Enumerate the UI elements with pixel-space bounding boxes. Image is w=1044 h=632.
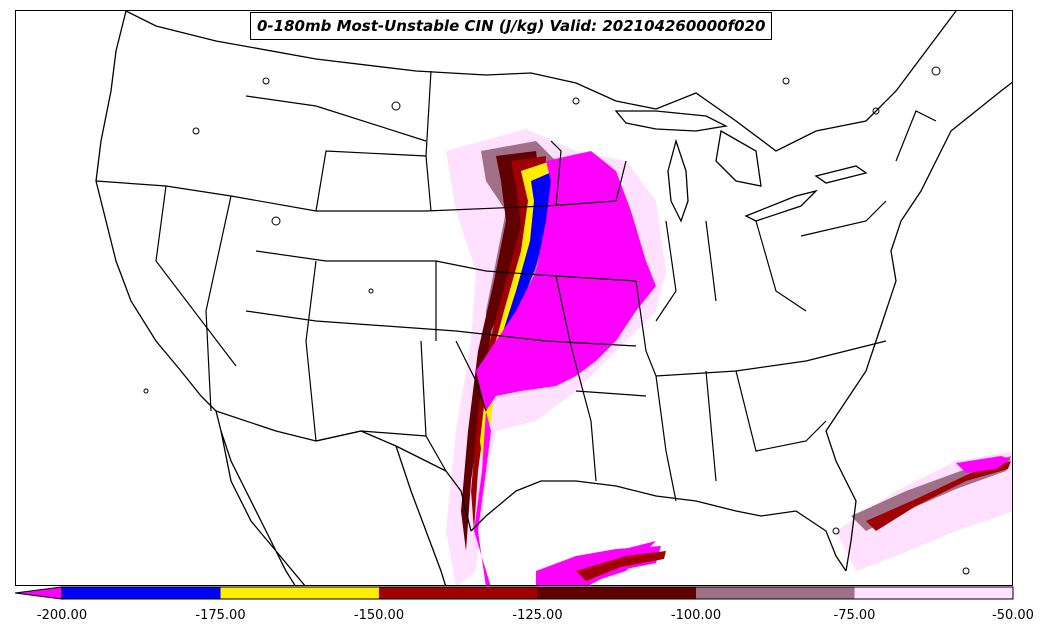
colorbar-extend-arrow [15, 586, 63, 600]
boundary-layer [95, 11, 1012, 585]
lake-superior [614, 110, 729, 132]
colorbar-tick-label: -150.00 [353, 608, 405, 623]
colorbar-segment [379, 587, 538, 599]
lake-michigan [667, 138, 689, 223]
cin-gulf-band [576, 551, 666, 581]
cin-field-layer [446, 129, 1012, 585]
colorbar-tick-label: -75.00 [833, 608, 876, 623]
lake-erie [744, 189, 819, 222]
map-panel [15, 10, 1013, 586]
colorbar-segment [220, 587, 379, 599]
us-canada-border [125, 11, 957, 152]
lake-huron [715, 129, 762, 187]
cin-core-strong [474, 151, 656, 585]
map-title: 0-180mb Most-Unstable CIN (J/kg) Valid: … [250, 12, 773, 40]
cin-band-blue [500, 171, 554, 351]
colorbar-segments [62, 587, 1013, 599]
cin-map [95, 11, 1012, 585]
colorbar-segment [854, 587, 1013, 599]
colorbar-tick-label: -50.00 [992, 608, 1034, 623]
colorbar-tick-label: -175.00 [195, 608, 246, 623]
small-water-features [143, 66, 970, 575]
us-mexico-border [215, 410, 472, 532]
mexico-coast [220, 430, 447, 585]
cin-atlantic-red [866, 461, 1011, 531]
colorbar-tick-label: -200.00 [36, 608, 88, 623]
lake-ontario [814, 165, 868, 184]
colorbar-segment [62, 587, 221, 599]
colorbar-outline [61, 586, 1014, 600]
colorbar-segment [696, 587, 855, 599]
east-coastline [825, 81, 1012, 572]
west-coastline [95, 11, 296, 585]
colorbar-tick-label: -100.00 [670, 608, 722, 623]
state-lines [95, 70, 937, 502]
colorbar-tick-label: -125.00 [512, 608, 563, 623]
colorbar [15, 586, 1014, 600]
cin-atlantic-magenta [956, 456, 1011, 473]
colorbar-segment [537, 587, 696, 599]
